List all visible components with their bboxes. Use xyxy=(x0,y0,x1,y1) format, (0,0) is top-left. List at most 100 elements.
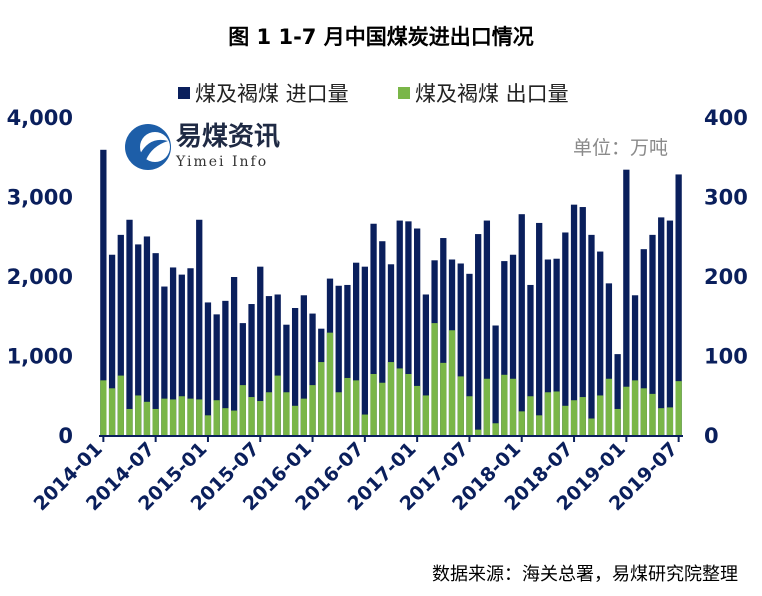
export-bar-2018-07 xyxy=(570,400,578,436)
export-bar-2016-10 xyxy=(387,362,395,436)
export-bar-2014-06 xyxy=(143,401,151,436)
import-bar-2016-07 xyxy=(361,266,368,436)
chart-title: 图 1 1-7 月中国煤炭进出口情况 xyxy=(228,25,533,49)
export-bar-2017-05 xyxy=(448,330,456,436)
import-bar-2018-09 xyxy=(588,234,595,436)
left-axis-tick-label: 0 xyxy=(58,424,73,448)
unit-label: 单位：万吨 xyxy=(573,137,668,159)
import-bar-2018-06 xyxy=(562,232,569,436)
export-bar-2014-11 xyxy=(187,398,194,436)
import-bar-2018-08 xyxy=(579,207,586,436)
export-bar-2019-01 xyxy=(623,386,630,436)
import-bar-2015-07 xyxy=(257,266,264,436)
export-bar-2016-02 xyxy=(318,362,325,436)
export-bar-2016-04 xyxy=(335,392,342,436)
left-axis-tick-label: 1,000 xyxy=(7,345,73,369)
export-bar-2018-12 xyxy=(614,408,621,436)
export-bar-2016-01 xyxy=(309,385,316,436)
export-bar-2016-06 xyxy=(353,380,360,436)
import-bar-2015-01 xyxy=(204,302,212,436)
import-bar-2014-12 xyxy=(196,219,203,436)
export-bar-2017-03 xyxy=(431,323,438,436)
import-bar-2018-10 xyxy=(597,251,604,436)
export-bar-2014-10 xyxy=(178,396,185,436)
export-bar-2014-05 xyxy=(135,395,142,436)
export-bar-2018-06 xyxy=(562,405,569,436)
import-bar-2016-12 xyxy=(405,221,412,436)
export-bar-2019-07 xyxy=(675,381,682,436)
import-bar-2015-06 xyxy=(248,304,255,436)
import-bar-2019-04 xyxy=(649,234,656,436)
export-bar-2016-12 xyxy=(405,373,412,436)
export-bar-2017-07 xyxy=(466,396,473,436)
import-bar-2014-06 xyxy=(143,236,151,436)
export-bar-2016-03 xyxy=(326,332,334,436)
export-bar-2018-03 xyxy=(536,415,543,436)
import-bar-2017-11 xyxy=(501,261,508,436)
export-bar-2016-07 xyxy=(361,414,368,436)
right-axis-tick-label: 200 xyxy=(704,265,748,289)
right-axis-tick-label: 100 xyxy=(704,345,748,369)
export-bar-2015-01 xyxy=(204,415,212,436)
export-bar-2015-04 xyxy=(230,410,238,436)
import-bar-2015-10 xyxy=(283,324,290,436)
import-bar-2015-09 xyxy=(274,294,281,436)
export-bar-2015-07 xyxy=(257,401,264,436)
export-bar-2014-09 xyxy=(169,399,177,436)
export-bar-2017-09 xyxy=(483,378,491,436)
export-bar-2017-12 xyxy=(509,378,517,436)
right-axis-tick-label: 400 xyxy=(704,106,748,130)
export-bar-2018-01 xyxy=(518,411,525,436)
export-bar-2017-08 xyxy=(475,429,482,436)
legend: 煤及褐煤 进口量 煤及褐煤 出口量 xyxy=(178,82,569,106)
import-bar-2019-05 xyxy=(658,217,665,437)
export-bar-2015-08 xyxy=(265,392,273,436)
export-bar-2017-04 xyxy=(440,362,447,436)
import-bar-2015-08 xyxy=(265,296,273,436)
import-bar-2018-05 xyxy=(553,258,560,436)
import-bar-2014-11 xyxy=(187,268,194,436)
export-bar-2018-04 xyxy=(544,392,552,436)
import-bar-2014-01 xyxy=(100,149,107,437)
export-bar-2015-02 xyxy=(213,400,220,436)
import-bar-2014-09 xyxy=(169,267,177,436)
import-bar-2014-04 xyxy=(126,219,133,436)
export-bar-2016-05 xyxy=(344,377,351,436)
right-axis-tick-label: 300 xyxy=(704,186,748,210)
export-bar-2018-08 xyxy=(579,397,586,436)
import-bar-2017-04 xyxy=(440,238,447,436)
export-bar-2015-12 xyxy=(300,398,307,436)
import-bar-2014-05 xyxy=(135,244,142,436)
export-bar-2014-04 xyxy=(126,408,133,436)
import-bar-2016-06 xyxy=(353,262,360,436)
import-bar-2017-07 xyxy=(466,273,473,436)
export-bar-2014-08 xyxy=(161,398,168,436)
import-bar-2018-01 xyxy=(518,214,525,436)
import-bar-2015-03 xyxy=(222,300,229,436)
source-note: 数据来源：海关总署，易煤研究院整理 xyxy=(432,564,738,585)
import-bar-2018-02 xyxy=(527,284,534,436)
export-bar-2018-09 xyxy=(588,418,595,436)
import-bar-2017-12 xyxy=(509,254,517,436)
import-bar-2017-08 xyxy=(475,234,482,436)
export-bar-2014-03 xyxy=(117,375,124,436)
import-bar-2015-12 xyxy=(300,295,307,436)
export-bar-2017-02 xyxy=(422,395,430,436)
legend-swatch-exports xyxy=(398,87,410,99)
import-bar-2016-08 xyxy=(370,223,377,436)
import-bar-2019-02 xyxy=(631,295,639,436)
import-bar-2015-02 xyxy=(213,314,220,436)
import-bar-2016-10 xyxy=(387,264,395,436)
plot-area: 2014-012014-072015-012015-072016-012016-… xyxy=(7,106,748,515)
import-bar-2019-07 xyxy=(675,174,682,436)
legend-label-imports: 煤及褐煤 进口量 xyxy=(195,82,349,106)
export-bar-2019-03 xyxy=(640,388,647,436)
import-bar-2014-08 xyxy=(161,286,168,436)
export-bar-2014-02 xyxy=(108,388,116,436)
export-bar-2014-01 xyxy=(100,380,107,436)
export-bar-2014-12 xyxy=(196,399,203,436)
import-bar-2016-05 xyxy=(344,284,351,436)
logo-chinese-text: 易煤资讯 xyxy=(176,122,280,152)
export-bar-2017-11 xyxy=(501,374,508,436)
